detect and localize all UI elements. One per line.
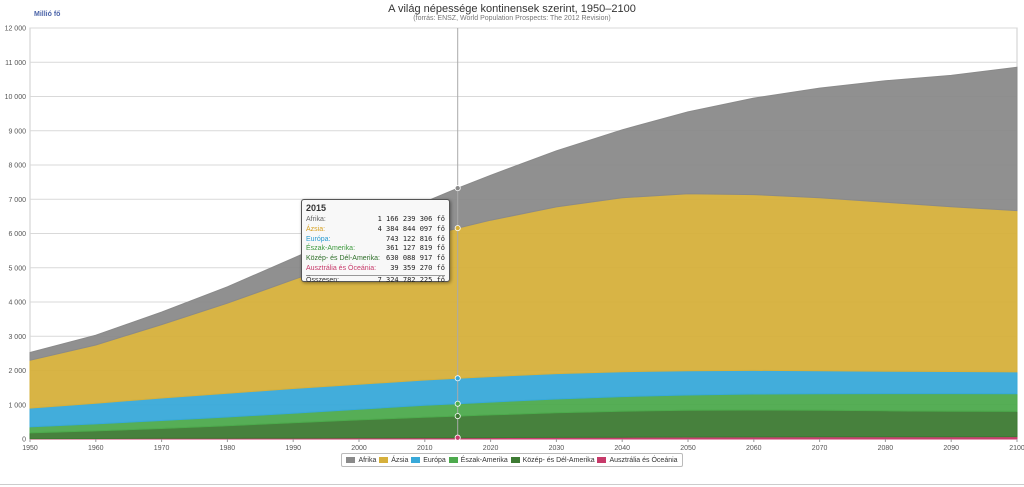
- tooltip-series-label: Ausztrália és Óceánia:: [306, 264, 377, 272]
- hover-marker: [454, 413, 461, 420]
- legend-swatch: [448, 457, 458, 463]
- legend-swatch: [411, 457, 421, 463]
- y-tick-label: 11 000: [5, 60, 26, 67]
- x-tick-label: 2030: [549, 445, 565, 452]
- x-tick-label: 2020: [483, 445, 499, 452]
- x-tick-label: 2090: [943, 445, 959, 452]
- x-tick-label: 1950: [22, 445, 38, 452]
- x-tick-label: 2010: [417, 445, 433, 452]
- legend-swatch: [379, 457, 389, 463]
- legend-item[interactable]: Észak-Amerika: [448, 456, 508, 464]
- y-tick-label: 4 000: [8, 300, 26, 307]
- y-tick-label: 0: [22, 437, 26, 444]
- y-tick-label: 7 000: [8, 197, 26, 204]
- tooltip-total-value: 7 324 782 225 fő: [377, 275, 445, 284]
- x-tick-label: 1960: [88, 445, 104, 452]
- tooltip-total-row: Összesen: 7 324 782 225 fő: [306, 274, 445, 286]
- x-tick-label: 2000: [351, 445, 367, 452]
- tooltip-series-value: 630 088 917 fő: [385, 254, 445, 263]
- tooltip-year: 2015: [306, 203, 327, 213]
- x-tick-label: 2080: [878, 445, 894, 452]
- hover-tooltip: 2015 Afrika: 1 166 239 306 fő Ázsia: 4 384 …: [301, 199, 450, 284]
- page-divider: [0, 484, 1024, 485]
- tooltip-row: Ázsia: 4 384 844 097 fő: [306, 225, 445, 235]
- legend-label: Európa: [423, 456, 446, 464]
- x-tick-label: 2040: [614, 445, 630, 452]
- tooltip-row: Európa: 743 122 816 fő: [306, 235, 445, 245]
- hover-marker: [454, 375, 461, 382]
- hover-marker: [454, 185, 461, 192]
- chart-subtitle: (forrás: ENSZ, World Population Prospect…: [413, 15, 611, 22]
- legend-swatch: [597, 457, 607, 463]
- legend-label: Ázsia: [391, 456, 409, 464]
- y-axis-label: Millió fő: [34, 11, 61, 18]
- legend-item[interactable]: Közép- és Dél-Amerika: [510, 456, 595, 464]
- hover-marker: [454, 434, 461, 441]
- legend-item[interactable]: Európa: [411, 457, 446, 464]
- tooltip-series-value: 39 359 270 fő: [390, 263, 445, 272]
- x-tick-label: 1980: [220, 445, 236, 452]
- y-tick-label: 10 000: [5, 94, 27, 101]
- legend-label: Ausztrália és Óceánia: [609, 456, 678, 464]
- x-tick-label: 2100: [1009, 445, 1024, 452]
- tooltip-total-label: Összesen:: [306, 276, 340, 284]
- x-tick-label: 2050: [680, 445, 696, 452]
- legend-label: Észak-Amerika: [460, 456, 508, 464]
- x-tick-label: 1970: [154, 445, 170, 452]
- tooltip-series-label: Afrika:: [306, 216, 326, 223]
- chart-legend: Afrika Ázsia Európa Észak-Amerika Közép- és …: [341, 453, 683, 467]
- y-tick-label: 1 000: [8, 402, 26, 409]
- hover-marker: [454, 400, 461, 407]
- tooltip-row: Észak-Amerika: 361 127 819 fő: [306, 244, 445, 254]
- tooltip-series-label: Ázsia:: [306, 225, 326, 233]
- y-tick-label: 8 000: [8, 163, 26, 170]
- tooltip-row: Ausztrália és Óceánia: 39 359 270 fő: [306, 264, 445, 274]
- legend-swatch: [346, 457, 356, 463]
- legend-item[interactable]: Afrika: [346, 457, 376, 464]
- legend-item[interactable]: Ázsia: [379, 457, 408, 464]
- legend-label: Afrika: [358, 456, 377, 464]
- tooltip-series-label: Közép- és Dél-Amerika:: [306, 255, 380, 263]
- legend-label: Közép- és Dél-Amerika: [522, 456, 595, 464]
- tooltip-series-value: 1 166 239 306 fő: [377, 215, 445, 223]
- y-tick-label: 5 000: [8, 265, 26, 272]
- tooltip-row: Afrika: 1 166 239 306 fő: [306, 215, 445, 225]
- y-tick-label: 2 000: [8, 368, 26, 375]
- x-tick-label: 2060: [746, 445, 762, 452]
- tooltip-series-value: 743 122 816 fő: [385, 234, 445, 243]
- tooltip-series-value: 4 384 844 097 fő: [377, 224, 445, 233]
- hover-marker: [454, 225, 461, 232]
- y-tick-label: 6 000: [8, 231, 26, 238]
- legend-swatch: [510, 457, 520, 463]
- y-tick-label: 9 000: [8, 128, 26, 135]
- tooltip-series-value: 361 127 819 fő: [385, 244, 445, 253]
- y-tick-label: 12 000: [5, 26, 27, 33]
- x-tick-label: 1990: [285, 445, 301, 452]
- tooltip-row: Közép- és Dél-Amerika: 630 088 917 fő: [306, 254, 445, 264]
- chart-title: A világ népessége kontinensek szerint, 1…: [388, 3, 636, 15]
- tooltip-series-label: Észak-Amerika:: [306, 245, 356, 253]
- y-tick-label: 3 000: [8, 334, 26, 341]
- tooltip-series-label: Európa:: [306, 235, 331, 243]
- x-tick-label: 2070: [812, 445, 828, 452]
- legend-item[interactable]: Ausztrália és Óceánia: [597, 456, 678, 464]
